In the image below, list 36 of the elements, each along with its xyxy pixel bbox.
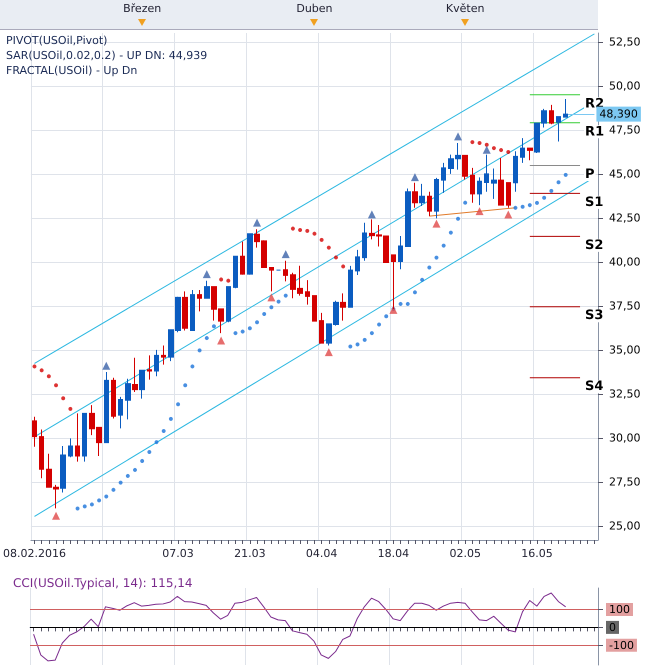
y-tick-label: 40,00: [609, 255, 640, 268]
y-tick-label: 37,50: [609, 299, 640, 312]
series-label: S1: [585, 194, 604, 210]
text: Duben: [296, 2, 333, 15]
y-tick-label: 50,00: [609, 79, 640, 92]
series-label: S3: [585, 308, 604, 324]
annotation: PIVOT(USOil,Pivot): [6, 34, 108, 47]
chart-title: CCI(USOil.Typical, 14): 115,14: [13, 576, 193, 590]
series-label: S2: [585, 238, 604, 253]
x-tick-label: 02.05: [449, 547, 481, 560]
text: Březen: [123, 2, 162, 15]
x-tick-label: 18.04: [378, 547, 410, 560]
y-tick-label: 32,50: [609, 387, 640, 400]
y-tick-label: 27,50: [609, 475, 640, 488]
annotation: SAR(USOil,0.02,0.2) - UP DN: 44,939: [6, 49, 208, 62]
x-tick-label: 07.03: [162, 547, 194, 560]
x-tick-label: 21.03: [234, 547, 266, 560]
ref-line-label: 48,390: [599, 108, 638, 121]
y-tick-label: 42,50: [609, 211, 640, 224]
text: Květen: [446, 2, 484, 15]
y-tick-label: 52,50: [609, 35, 640, 48]
series-label: S4: [585, 379, 604, 394]
y-tick-label: -100: [609, 638, 634, 652]
x-tick-label: 08.02.2016: [2, 547, 66, 560]
y-tick-label: 45,00: [609, 167, 640, 180]
x-tick-label: 16.05: [521, 547, 553, 560]
annotation: FRACTAL(USOil) - Up Dn: [6, 64, 138, 77]
series-label: P: [585, 167, 595, 182]
y-tick-label: 30,00: [609, 431, 640, 444]
y-tick-label: 100: [609, 602, 630, 616]
y-tick-label: 25,00: [609, 519, 640, 532]
y-tick-label: 0: [609, 620, 616, 634]
y-tick-label: 47,50: [609, 123, 640, 136]
series-label: R1: [585, 124, 604, 140]
y-tick-label: 35,00: [609, 343, 640, 356]
x-tick-label: 04.04: [306, 547, 338, 560]
